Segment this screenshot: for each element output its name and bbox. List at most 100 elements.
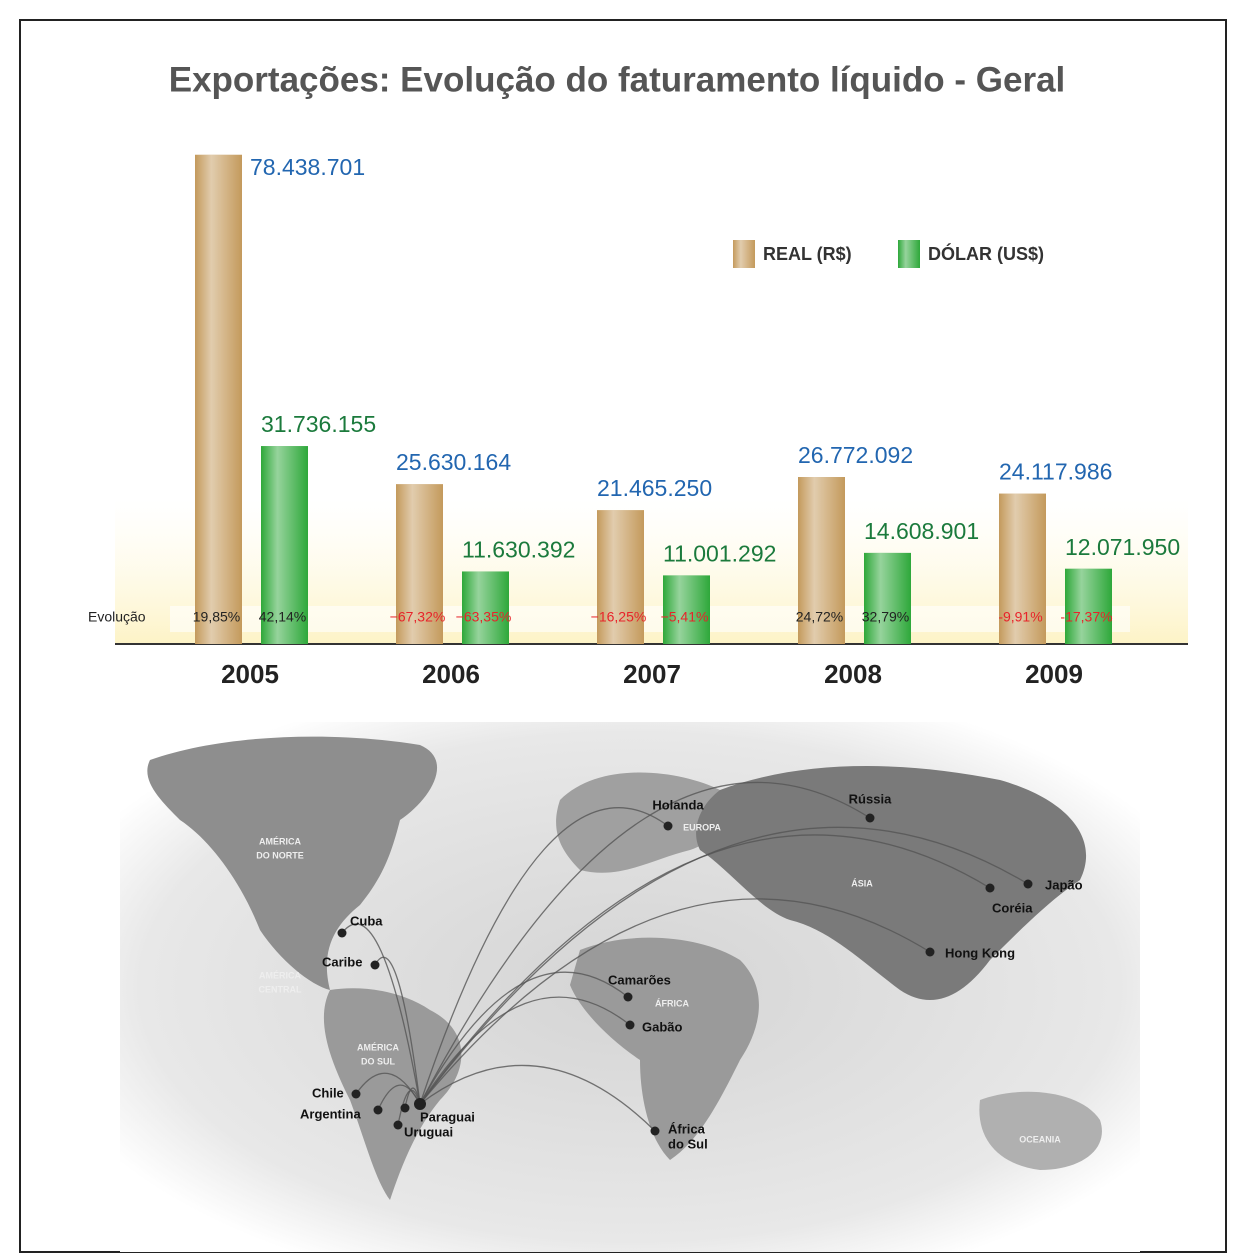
legend-label: DÓLAR (US$)	[928, 243, 1044, 264]
evolution-title: Evolução	[88, 609, 146, 625]
city-label: Caribe	[322, 954, 362, 969]
x-tick-label: 2009	[1025, 659, 1083, 689]
city-dot	[1023, 879, 1033, 889]
city-label: Cuba	[350, 913, 383, 928]
city-dot	[351, 1089, 361, 1099]
bar-shine	[999, 493, 1046, 644]
bar-shine	[663, 575, 710, 644]
evolution-label: 42,14%	[259, 609, 306, 625]
x-tick-label: 2005	[221, 659, 279, 689]
city-dot	[337, 928, 347, 938]
city-label: Hong Kong	[945, 945, 1015, 960]
city-dot	[625, 1020, 635, 1030]
route	[377, 1084, 421, 1111]
legend-shine	[898, 240, 920, 268]
city-dot	[650, 1126, 660, 1136]
value-label: 11.001.292	[663, 540, 776, 566]
city-label: Uruguai	[404, 1124, 453, 1139]
bar-shine	[798, 477, 845, 644]
evolution-label: −5,41%	[661, 609, 709, 625]
region-label: AMÉRICA	[357, 1042, 399, 1052]
city-label: Argentina	[300, 1106, 361, 1121]
route	[419, 834, 991, 1105]
region-label: AMÉRICA	[259, 836, 301, 846]
value-label: 24.117.986	[999, 459, 1112, 485]
continent	[570, 937, 759, 1160]
bar-shine	[1065, 568, 1112, 644]
value-label: 25.630.164	[396, 449, 511, 475]
route	[419, 826, 1029, 1105]
evolution-label: −63,35%	[456, 609, 512, 625]
city-label: África	[668, 1121, 706, 1136]
route	[419, 971, 629, 1105]
city-label: do Sul	[668, 1136, 708, 1151]
city-dot	[373, 1105, 383, 1115]
evolution-label: 32,79%	[862, 609, 909, 625]
value-label: 14.608.901	[864, 518, 979, 544]
region-label: ÁSIA	[851, 878, 873, 888]
chart-title: Exportações: Evolução do faturamento líq…	[169, 60, 1066, 99]
region-label: DO SUL	[361, 1056, 396, 1066]
evolution-label: 24,72%	[796, 609, 843, 625]
continent	[147, 736, 438, 990]
value-label: 21.465.250	[597, 475, 712, 501]
city-label: Holanda	[652, 797, 704, 812]
route	[419, 807, 669, 1105]
city-dot	[370, 960, 380, 970]
city-dot	[393, 1120, 403, 1130]
route	[419, 898, 931, 1105]
x-tick-label: 2006	[422, 659, 480, 689]
city-label: Rússia	[849, 791, 892, 806]
evolution-label: -9,91%	[998, 609, 1042, 625]
city-label: Paraguai	[420, 1109, 475, 1124]
evolution-label: -17,37%	[1060, 609, 1112, 625]
region-label: CENTRAL	[259, 984, 302, 994]
value-label: 31.736.155	[261, 411, 376, 437]
x-tick-label: 2007	[623, 659, 681, 689]
bar-shine	[396, 484, 443, 644]
city-label: Chile	[312, 1085, 344, 1100]
value-label: 11.630.392	[462, 537, 575, 563]
value-label: 12.071.950	[1065, 534, 1180, 560]
map: AMÉRICA DO NORTE AMÉRICA CENTRAL AMÉRICA DO S…	[120, 722, 1140, 1252]
bar-shine	[597, 510, 644, 644]
region-label: DO NORTE	[256, 850, 304, 860]
evolution-label: 19,85%	[193, 609, 240, 625]
value-label: 78.438.701	[250, 154, 365, 180]
legend-label: REAL (R$)	[763, 244, 852, 264]
region-label: ÁFRICA	[655, 998, 689, 1008]
city-label: Camarões	[608, 972, 671, 987]
route	[419, 996, 631, 1105]
x-tick-label: 2008	[824, 659, 882, 689]
evolution-band	[170, 606, 1130, 632]
evolution-label: −67,32%	[390, 609, 446, 625]
city-dot	[865, 813, 875, 823]
bar-shine	[261, 446, 308, 644]
bar-shine	[195, 154, 242, 645]
continent	[979, 1091, 1102, 1170]
region-label: OCEANIA	[1019, 1134, 1061, 1144]
route	[341, 923, 421, 1105]
city-dot	[623, 992, 633, 1002]
route	[419, 1064, 656, 1132]
city-dot	[400, 1103, 410, 1113]
city-dot	[663, 821, 673, 831]
route	[419, 781, 871, 1105]
route	[374, 956, 421, 1105]
bar-shine	[864, 552, 911, 644]
continent	[696, 766, 1087, 1000]
region-label: AMÉRICA	[259, 970, 301, 980]
region-label: EUROPA	[683, 822, 721, 832]
value-label: 26.772.092	[798, 442, 913, 468]
bar-shine	[462, 571, 509, 644]
city-dot	[985, 883, 995, 893]
legend-shine	[733, 240, 755, 268]
evolution-label: −16,25%	[591, 609, 647, 625]
origin-dot	[414, 1098, 426, 1110]
continent	[323, 988, 462, 1200]
city-label: Japão	[1045, 877, 1083, 892]
city-label: Coréia	[992, 900, 1033, 915]
city-label: Gabão	[642, 1019, 683, 1034]
city-dot	[925, 947, 935, 957]
